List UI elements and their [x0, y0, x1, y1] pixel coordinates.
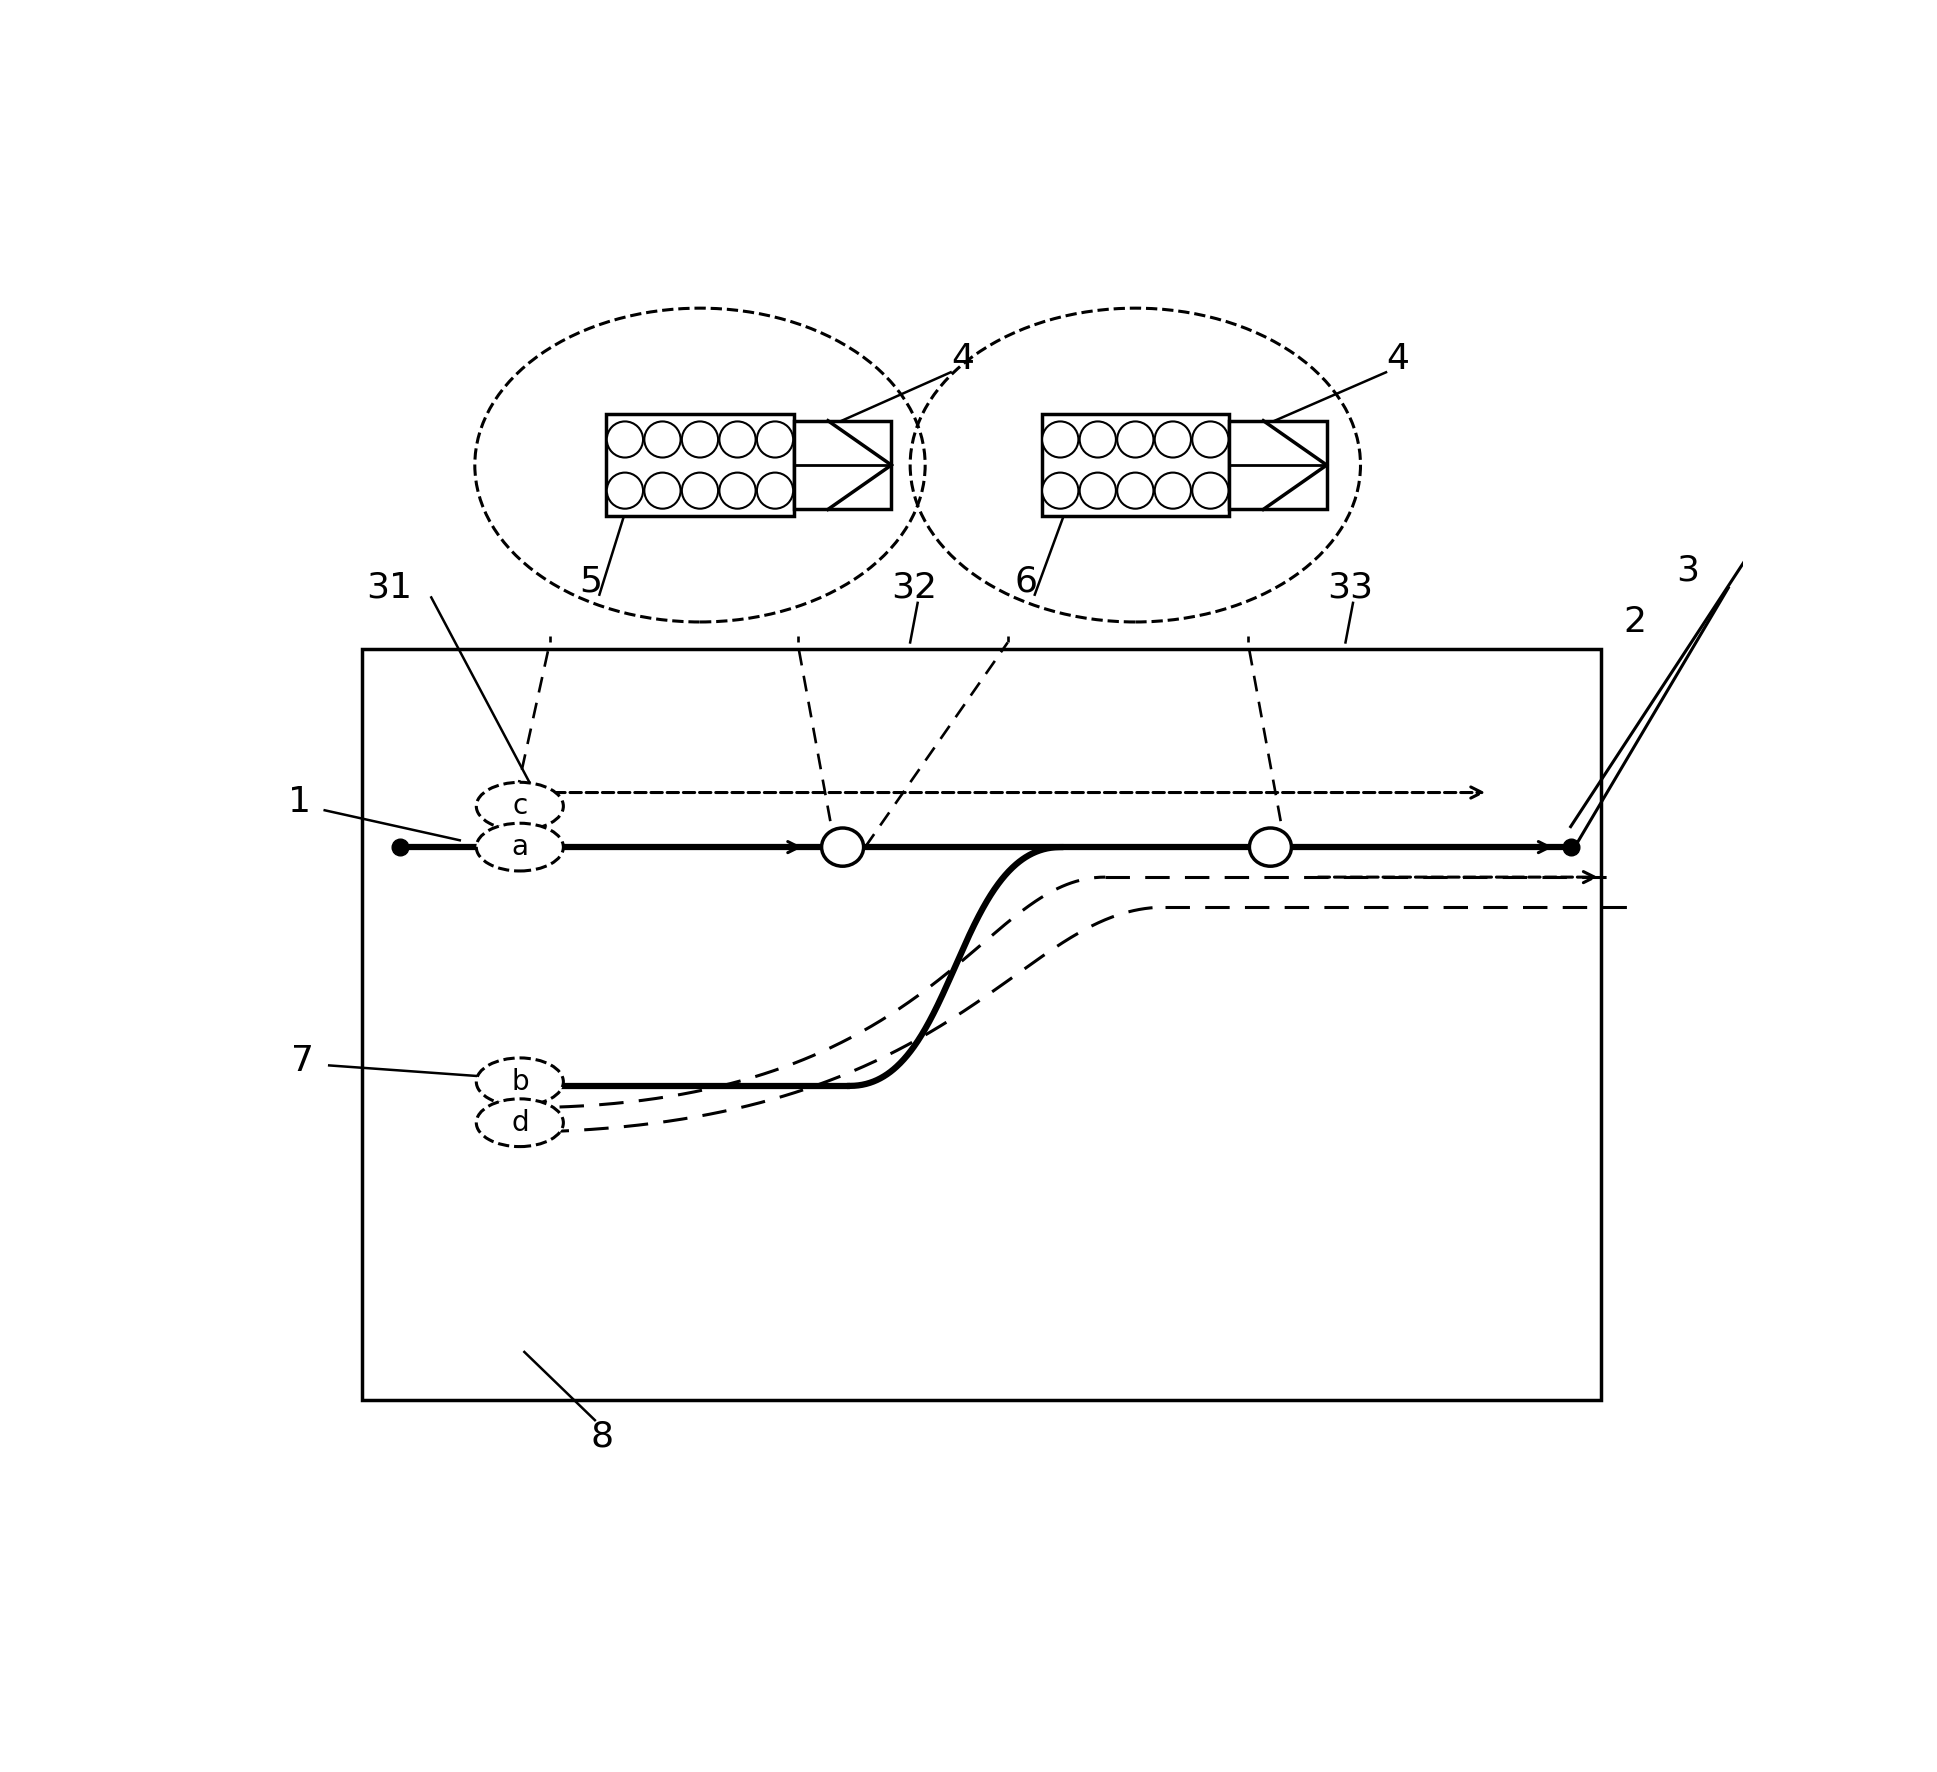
Ellipse shape: [1154, 473, 1191, 509]
Ellipse shape: [1154, 422, 1191, 457]
Bar: [794, 420, 891, 509]
Ellipse shape: [645, 473, 680, 509]
Text: 33: 33: [1327, 571, 1373, 604]
Bar: [1042, 415, 1230, 516]
Text: 3: 3: [1676, 553, 1699, 587]
Text: 2: 2: [1623, 604, 1646, 640]
Ellipse shape: [1079, 473, 1116, 509]
Ellipse shape: [1193, 422, 1228, 457]
Ellipse shape: [477, 1099, 564, 1146]
Circle shape: [821, 828, 864, 867]
Bar: [606, 415, 794, 516]
Text: 4: 4: [951, 342, 974, 376]
Ellipse shape: [1042, 473, 1079, 509]
Text: 4: 4: [1387, 342, 1410, 376]
Ellipse shape: [645, 422, 680, 457]
Text: 32: 32: [891, 571, 938, 604]
Ellipse shape: [757, 422, 792, 457]
Ellipse shape: [477, 781, 564, 829]
Text: a: a: [511, 833, 529, 861]
Ellipse shape: [1118, 473, 1153, 509]
Ellipse shape: [477, 1058, 564, 1106]
Ellipse shape: [1118, 422, 1153, 457]
Text: c: c: [511, 792, 527, 820]
Ellipse shape: [757, 473, 792, 509]
Ellipse shape: [719, 422, 755, 457]
Ellipse shape: [606, 473, 643, 509]
Ellipse shape: [606, 422, 643, 457]
Text: d: d: [511, 1109, 529, 1136]
Text: 5: 5: [579, 563, 602, 597]
Text: 31: 31: [366, 571, 413, 604]
Text: 1: 1: [289, 785, 310, 819]
Bar: [1230, 420, 1327, 509]
Ellipse shape: [682, 473, 719, 509]
Text: 7: 7: [291, 1044, 314, 1079]
Ellipse shape: [719, 473, 755, 509]
Ellipse shape: [1193, 473, 1228, 509]
Text: b: b: [511, 1069, 529, 1095]
Text: 6: 6: [1015, 563, 1036, 597]
Circle shape: [1249, 828, 1292, 867]
Ellipse shape: [1042, 422, 1079, 457]
Text: 8: 8: [591, 1419, 614, 1453]
Ellipse shape: [477, 824, 564, 872]
Bar: [362, 649, 1600, 1400]
Ellipse shape: [682, 422, 719, 457]
Ellipse shape: [1079, 422, 1116, 457]
